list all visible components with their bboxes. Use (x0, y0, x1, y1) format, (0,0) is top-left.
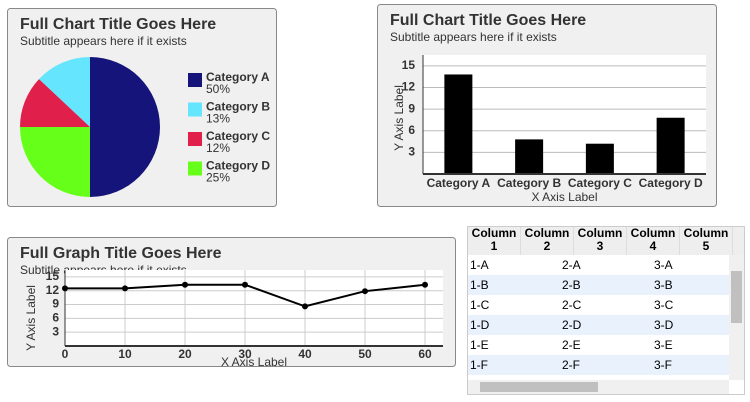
grid-cell: 1-A (470, 258, 489, 272)
point (422, 281, 428, 288)
grid-cell: 3-D (654, 318, 674, 332)
y-tick-label: 9 (408, 101, 415, 115)
point (302, 303, 308, 310)
column-header[interactable]: Column 1 (468, 227, 521, 255)
legend-label: Category D (206, 159, 270, 173)
legend-label: Category C (206, 129, 270, 143)
point (242, 281, 248, 288)
legend-swatch (188, 161, 202, 176)
bar (585, 143, 614, 174)
chart-subtitle: Subtitle appears here if it exists (20, 34, 187, 48)
grid-cell: 1-F (470, 358, 488, 372)
grid-row: 1-C 2-C 3-C (468, 295, 744, 315)
point (362, 288, 368, 295)
plot-area (65, 270, 443, 346)
legend-value: 13% (206, 112, 230, 126)
chart-subtitle: Subtitle appears here if it exists (390, 30, 557, 44)
legend-label: Category A (206, 70, 270, 84)
column-header[interactable]: Column 3 (574, 227, 627, 255)
grid-row: 1-A 2-A 3-A (468, 255, 744, 275)
point (182, 281, 188, 288)
y-tick-label: 3 (408, 145, 415, 159)
column-header[interactable]: Column 4 (627, 227, 680, 255)
grid-cell: 2-E (562, 338, 581, 352)
grid-cell: 2-F (562, 358, 580, 372)
grid-row: 1-D 2-D 3-D (468, 315, 744, 335)
grid-cell: 1-C (470, 298, 490, 312)
point (122, 285, 128, 292)
data-grid: Column 1 Column 2 Column 3 Column 4 Column 5… (467, 226, 745, 395)
y-tick-label: 12 (46, 283, 60, 297)
grid-row: 1-F 2-F 3-F (468, 355, 744, 375)
y-tick-label: 6 (52, 311, 59, 325)
scroll-thumb[interactable] (480, 382, 598, 392)
grid-cell: 2-C (562, 298, 582, 312)
x-tick-label: 50 (358, 347, 372, 361)
scroll-thumb[interactable] (731, 271, 742, 323)
bar (515, 139, 544, 174)
legend-value: 12% (206, 141, 230, 155)
chart-title: Full Graph Title Goes Here (20, 245, 222, 262)
column-header[interactable]: Column 5 (680, 227, 733, 255)
grid-body: 1-A 2-A 3-A 1-B 2-B 3-B 1-C 2-C 3-C 1-D 2-D 3-D 1-E 2… (468, 255, 744, 375)
x-tick-label: Category C (568, 176, 632, 190)
legend-value: 25% (206, 171, 230, 185)
y-tick-label: 15 (46, 269, 60, 283)
pie-slice (90, 57, 160, 197)
horizontal-scrollbar[interactable] (468, 380, 729, 394)
y-tick-label: 9 (52, 297, 59, 311)
y-axis-label: Y Axis Label (24, 285, 38, 351)
pie-slice (20, 127, 90, 197)
grid-row: 1-B 2-B 3-B (468, 275, 744, 295)
x-tick-label: Category A (427, 176, 491, 190)
x-tick-label: Category B (497, 176, 561, 190)
point (62, 285, 68, 292)
bar (444, 74, 473, 174)
x-tick-label: 60 (418, 347, 432, 361)
y-axis-label: Y Axis Label (392, 85, 406, 151)
y-tick-label: 6 (408, 123, 415, 137)
grid-cell: 2-A (562, 258, 581, 272)
vertical-scrollbar[interactable] (729, 255, 744, 380)
grid-cell: 2-D (562, 318, 582, 332)
grid-cell: 1-E (470, 338, 489, 352)
x-tick-label: 10 (118, 347, 132, 361)
chart-title: Full Chart Title Goes Here (20, 16, 216, 33)
grid-cell: 3-F (654, 358, 672, 372)
x-axis-label: X Axis Label (221, 355, 287, 369)
grid-cell: 3-E (654, 338, 673, 352)
y-tick-label: 12 (402, 80, 416, 94)
x-tick-label: Category D (639, 176, 703, 190)
legend-swatch (188, 132, 202, 146)
legend-swatch (188, 73, 202, 87)
x-tick-label: 0 (62, 347, 69, 361)
grid-cell: 1-B (470, 278, 489, 292)
grid-cell: 2-B (562, 278, 581, 292)
grid-cell: 3-B (654, 278, 673, 292)
x-tick-label: 30 (238, 347, 252, 361)
grid-cell: 1-D (470, 318, 490, 332)
legend-value: 50% (206, 82, 230, 96)
grid-row: 1-E 2-E 3-E (468, 335, 744, 355)
bar (656, 117, 685, 174)
pie-slice (38, 57, 90, 127)
x-tick-label: 20 (178, 347, 192, 361)
grid-cell: 3-C (654, 298, 674, 312)
chart-title: Full Chart Title Goes Here (390, 12, 586, 29)
x-axis-label: X Axis Label (531, 190, 597, 204)
legend-swatch (188, 102, 202, 117)
column-header[interactable]: Column 2 (521, 227, 574, 255)
y-tick-label: 15 (402, 58, 416, 72)
pie-slice (20, 79, 90, 127)
x-tick-label: 40 (298, 347, 312, 361)
y-tick-label: 3 (52, 324, 59, 338)
legend-label: Category B (206, 100, 270, 114)
grid-header: Column 1 Column 2 Column 3 Column 4 Column 5 (468, 227, 744, 255)
grid-cell: 3-A (654, 258, 673, 272)
